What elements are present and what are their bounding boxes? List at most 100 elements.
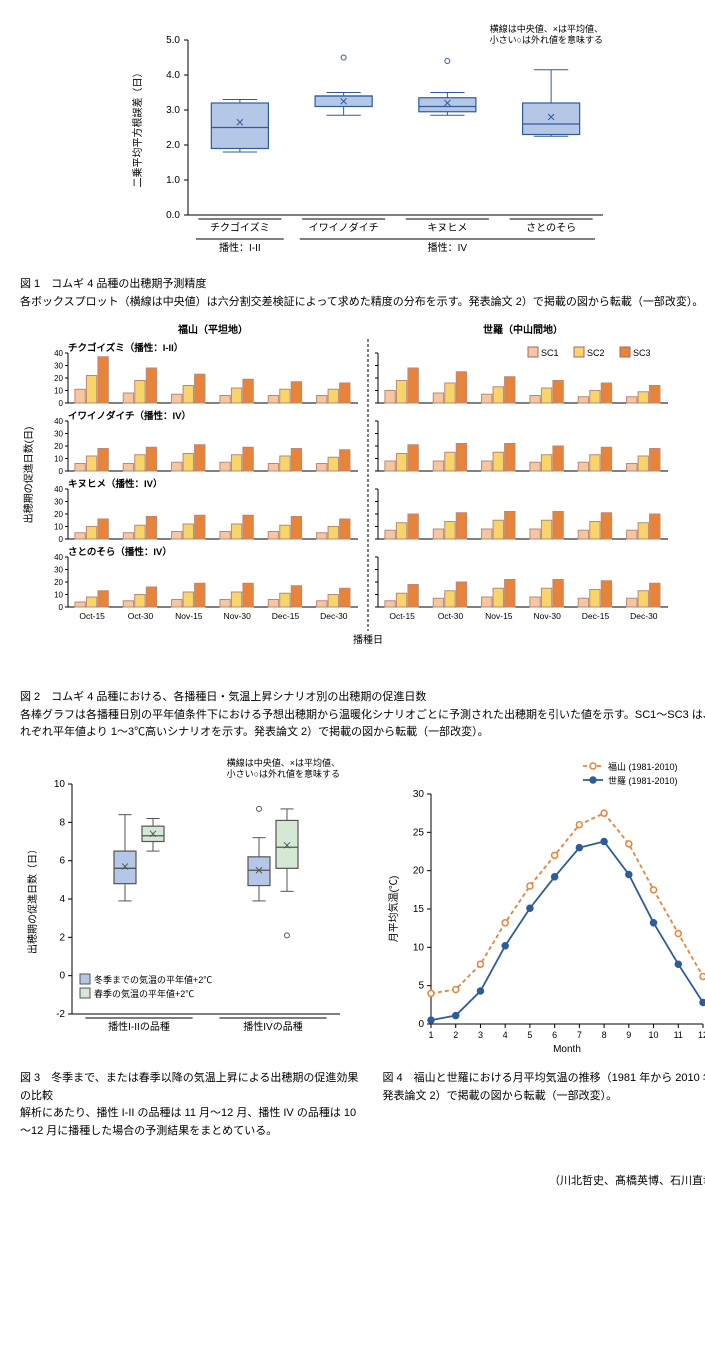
svg-text:Nov-15: Nov-15 [485, 611, 513, 621]
svg-text:5.0: 5.0 [166, 35, 180, 46]
svg-text:20: 20 [54, 510, 63, 519]
fig1-caption: 図 1 コムギ 4 品種の出穂期予測精度 各ボックスプロット（横線は中央値）は六… [20, 276, 705, 311]
svg-text:1.0: 1.0 [166, 175, 180, 186]
figure-1: 横線は中央値、×は平均値、小さい○は外れ値を意味する 0.0 1.0 2.0 3.0 4.… [20, 20, 705, 311]
svg-text:10: 10 [648, 1030, 658, 1040]
svg-text:10: 10 [54, 779, 66, 790]
svg-text:SC3: SC3 [633, 348, 651, 358]
svg-text:Oct-15: Oct-15 [389, 611, 415, 621]
figure-4: 051015202530123456789101112Month月平均気温(℃)… [383, 754, 705, 1152]
svg-text:40: 40 [54, 417, 63, 426]
svg-text:横線は中央値、×は平均値、: 横線は中央値、×は平均値、 [489, 23, 602, 34]
svg-text:20: 20 [54, 442, 63, 451]
svg-text:10: 10 [54, 591, 63, 600]
svg-text:-2: -2 [56, 1009, 65, 1020]
svg-text:30: 30 [54, 498, 63, 507]
svg-text:キヌヒメ（播性：IV）: キヌヒメ（播性：IV） [68, 478, 162, 490]
svg-text:世羅（中山間地）: 世羅（中山間地） [483, 323, 563, 336]
svg-text:0: 0 [59, 971, 65, 982]
svg-text:二乗平均平方根誤差（日）: 二乗平均平方根誤差（日） [131, 68, 144, 188]
fig4-line: 051015202530123456789101112Month月平均気温(℃)… [383, 754, 705, 1064]
svg-text:春季の気温の平年値+2℃: 春季の気温の平年値+2℃ [94, 988, 194, 999]
svg-text:12: 12 [697, 1030, 705, 1040]
svg-text:冬季までの気温の平年値+2℃: 冬季までの気温の平年値+2℃ [94, 974, 212, 985]
svg-text:出穂期の促進日数（日）: 出穂期の促進日数（日） [26, 844, 39, 954]
svg-text:福山（平坦地）: 福山（平坦地） [177, 323, 248, 336]
svg-text:8: 8 [601, 1030, 606, 1040]
svg-text:福山 (1981-2010): 福山 (1981-2010) [608, 761, 678, 772]
svg-text:2.0: 2.0 [166, 140, 180, 151]
svg-text:さとのそら: さとのそら [526, 222, 576, 234]
fig4-caption: 図 4 福山と世羅における月平均気温の推移（1981 年から 2010 年） 発… [383, 1070, 705, 1105]
svg-text:10: 10 [412, 942, 424, 953]
svg-text:2: 2 [59, 932, 65, 943]
svg-text:Oct-30: Oct-30 [438, 611, 464, 621]
fig3-boxplot: 横線は中央値、×は平均値、小さい○は外れ値を意味する -2 0 2 4 6 8 10 出穂期の促… [20, 754, 350, 1064]
fig1-title: 図 1 コムギ 4 品種の出穂期予測精度 [20, 278, 206, 290]
svg-text:15: 15 [412, 904, 424, 915]
svg-text:30: 30 [54, 430, 63, 439]
svg-text:0: 0 [59, 535, 64, 544]
svg-text:Dec-15: Dec-15 [272, 611, 300, 621]
svg-text:11: 11 [673, 1030, 682, 1040]
svg-text:10: 10 [54, 455, 63, 464]
svg-text:40: 40 [54, 485, 63, 494]
svg-text:5: 5 [527, 1030, 532, 1040]
svg-text:9: 9 [626, 1030, 631, 1040]
svg-text:播性：IV: 播性：IV [427, 241, 467, 254]
svg-text:0: 0 [59, 399, 64, 408]
fig1-boxplot: 横線は中央値、×は平均値、小さい○は外れ値を意味する 0.0 1.0 2.0 3.0 4.… [123, 20, 623, 270]
svg-text:播種日: 播種日 [353, 633, 383, 646]
svg-text:播性：I-II: 播性：I-II [219, 241, 261, 254]
svg-text:出穂期の促進日数(日): 出穂期の促進日数(日) [22, 427, 35, 524]
svg-text:6: 6 [552, 1030, 557, 1040]
fig2-caption: 図 2 コムギ 4 品種における、各播種日・気温上昇シナリオ別の出穂期の促進日数… [20, 689, 705, 742]
svg-text:0: 0 [59, 467, 64, 476]
svg-text:横線は中央値、×は平均値、: 横線は中央値、×は平均値、 [227, 757, 340, 768]
svg-text:キヌヒメ: キヌヒメ [427, 222, 467, 234]
svg-text:チクゴイズミ（播性：I-II）: チクゴイズミ（播性：I-II） [68, 342, 183, 354]
svg-text:小さい○は外れ値を意味する: 小さい○は外れ値を意味する [227, 768, 340, 779]
svg-text:0.0: 0.0 [166, 210, 180, 221]
svg-text:小さい○は外れ値を意味する: 小さい○は外れ値を意味する [489, 34, 602, 45]
svg-text:Dec-30: Dec-30 [320, 611, 348, 621]
svg-text:Month: Month [553, 1044, 581, 1055]
svg-text:Nov-30: Nov-30 [533, 611, 561, 621]
svg-text:Oct-15: Oct-15 [79, 611, 105, 621]
figure-3: 横線は中央値、×は平均値、小さい○は外れ値を意味する -2 0 2 4 6 8 10 出穂期の促… [20, 754, 363, 1152]
svg-text:20: 20 [412, 866, 424, 877]
svg-text:Dec-30: Dec-30 [630, 611, 658, 621]
svg-text:Oct-30: Oct-30 [128, 611, 154, 621]
svg-text:4: 4 [59, 894, 65, 905]
svg-text:月平均気温(℃): 月平均気温(℃) [387, 876, 400, 943]
svg-text:20: 20 [54, 578, 63, 587]
svg-text:10: 10 [54, 523, 63, 532]
svg-text:チクゴイズミ: チクゴイズミ [210, 221, 270, 234]
svg-text:播性IVの品種: 播性IVの品種 [243, 1020, 302, 1033]
fig3-body: 解析にあたり、播性 I-II の品種は 11 月～12 月、播性 IV の品種は… [20, 1107, 356, 1137]
svg-text:5: 5 [418, 981, 424, 992]
svg-text:25: 25 [412, 827, 424, 838]
svg-text:イワイノダイチ（播性：IV）: イワイノダイチ（播性：IV） [68, 410, 191, 422]
svg-text:30: 30 [412, 789, 424, 800]
svg-text:30: 30 [54, 362, 63, 371]
figure-2: 福山（平坦地） 世羅（中山間地） SC1 SC2 SC3 出穂期の促進日数(日) チクゴイズ… [20, 323, 705, 742]
fig3-caption: 図 3 冬季まで、または春季以降の気温上昇による出穂期の促進効果の比較 解析にあ… [20, 1070, 363, 1140]
svg-text:1: 1 [428, 1030, 433, 1040]
svg-text:2: 2 [453, 1030, 458, 1040]
fig2-bars: 福山（平坦地） 世羅（中山間地） SC1 SC2 SC3 出穂期の促進日数(日) チクゴイズ… [20, 323, 685, 683]
svg-text:0: 0 [418, 1019, 424, 1030]
svg-text:20: 20 [54, 374, 63, 383]
svg-text:Nov-30: Nov-30 [223, 611, 251, 621]
svg-text:8: 8 [59, 817, 65, 828]
svg-text:3.0: 3.0 [166, 105, 180, 116]
svg-text:40: 40 [54, 349, 63, 358]
svg-text:4.0: 4.0 [166, 70, 180, 81]
svg-text:40: 40 [54, 553, 63, 562]
svg-text:3: 3 [477, 1030, 482, 1040]
svg-text:SC2: SC2 [587, 348, 605, 358]
svg-text:6: 6 [59, 856, 65, 867]
svg-text:SC1: SC1 [541, 348, 559, 358]
svg-text:播性I-IIの品種: 播性I-IIの品種 [108, 1020, 170, 1033]
fig2-title: 図 2 コムギ 4 品種における、各播種日・気温上昇シナリオ別の出穂期の促進日数 [20, 691, 426, 703]
